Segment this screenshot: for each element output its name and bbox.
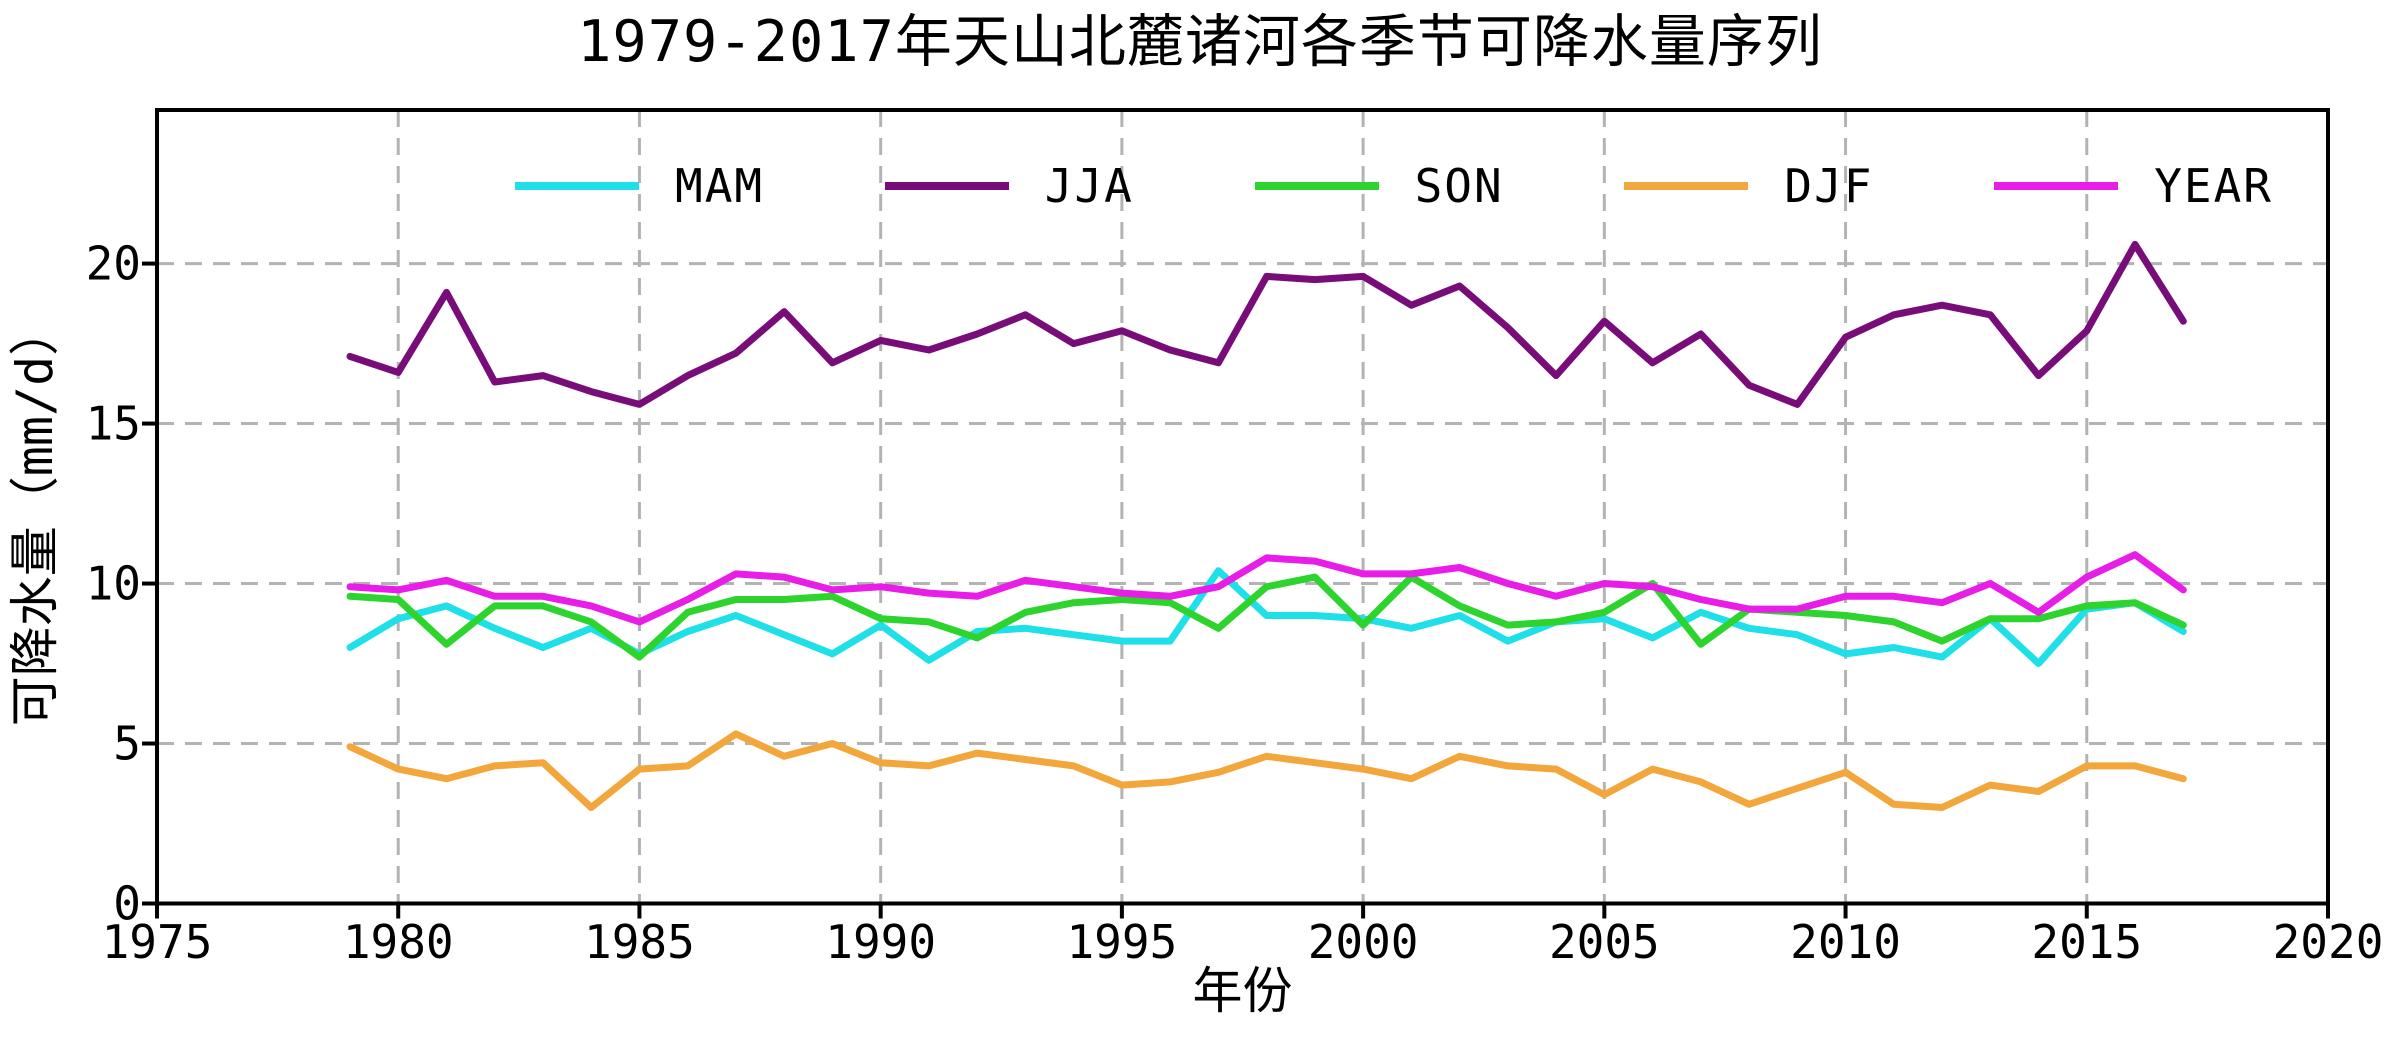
y-tick-label-15: 15 — [86, 397, 141, 451]
legend-label-YEAR: YEAR — [2154, 159, 2273, 213]
chart-title: 1979-2017年天山北麓诸河各季节可降水量序列 — [577, 9, 1823, 75]
legend-line-DJF — [1624, 182, 1749, 190]
y-tick-label-0: 0 — [113, 877, 141, 931]
x-tick-label-1995: 1995 — [1066, 915, 1177, 969]
legend-label-JJA: JJA — [1044, 159, 1134, 213]
legend: MAM JJA SON DJF YEAR — [515, 158, 2273, 214]
series-line-JJA — [346, 240, 2187, 408]
x-tick-label-1980: 1980 — [343, 915, 454, 969]
x-tick-label-2005: 2005 — [1549, 915, 1660, 969]
y-tick-label-10: 10 — [86, 557, 141, 611]
x-tick-label-1985: 1985 — [584, 915, 695, 969]
x-tick-label-1990: 1990 — [825, 915, 936, 969]
plot-border — [155, 108, 2330, 906]
x-tick-label-2010: 2010 — [1790, 915, 1901, 969]
x-tick-label-1975: 1975 — [102, 915, 213, 969]
legend-line-YEAR — [1994, 182, 2119, 190]
series-line-YEAR — [346, 551, 2187, 626]
legend-label-MAM: MAM — [675, 159, 765, 213]
legend-item-MAM: MAM — [515, 159, 764, 213]
legend-item-SON: SON — [1254, 159, 1504, 213]
y-tick-label-20: 20 — [86, 237, 141, 291]
x-tick-label-2015: 2015 — [2031, 915, 2142, 969]
y-axis-title: 可降水量（mm/d） — [6, 306, 64, 726]
x-tick-label-2000: 2000 — [1308, 915, 1419, 969]
legend-label-DJF: DJF — [1784, 159, 1874, 213]
y-tick-label-5: 5 — [113, 717, 141, 771]
x-tick-label-2020: 2020 — [2273, 915, 2384, 969]
legend-line-MAM — [515, 182, 639, 190]
legend-item-DJF: DJF — [1624, 159, 1873, 213]
series-line-SON — [346, 573, 2187, 661]
series-line-DJF — [346, 730, 2187, 811]
legend-line-JJA — [884, 182, 1009, 190]
x-axis-title: 年份 — [1193, 962, 1293, 1020]
legend-label-SON: SON — [1414, 159, 1504, 213]
legend-item-YEAR: YEAR — [1994, 159, 2273, 213]
legend-line-SON — [1254, 182, 1379, 190]
legend-item-JJA: JJA — [884, 159, 1134, 213]
